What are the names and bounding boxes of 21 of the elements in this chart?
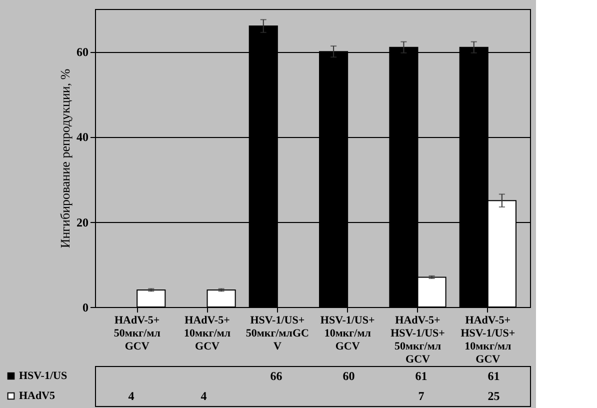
- data-label: 25: [488, 389, 500, 403]
- data-label: 4: [200, 389, 207, 403]
- x-tick-label: HSV-1/US+ 10мкг/мл GCV: [320, 314, 375, 352]
- legend-label: HAdV5: [19, 390, 56, 402]
- y-tick-label: 20: [76, 215, 88, 230]
- data-label: 4: [128, 389, 134, 403]
- x-tick-label: HAdV-5+ HSV-1/US+ 50мкг/мл GCV: [390, 314, 445, 366]
- data-label: 61: [488, 369, 500, 383]
- y-tick-label: 40: [76, 130, 88, 144]
- y-tick-label: 0: [82, 300, 88, 314]
- data-label: 7: [418, 389, 424, 403]
- data-label: 61: [415, 369, 428, 383]
- data-label: 60: [342, 369, 355, 383]
- x-tick-label: HSV-1/US+ 50мкг/млGC V: [246, 314, 309, 352]
- x-tick-label: HAdV-5+ 10мкг/мл GCV: [184, 314, 231, 352]
- x-tick-label: HAdV-5+ HSV-1/US+ 10мкг/мл GCV: [460, 314, 516, 366]
- y-axis-title: Ингибирование репродукции, %: [58, 68, 72, 248]
- legend-label: HSV-1/US: [19, 370, 68, 382]
- x-tick-label: HAdV-5+ 50мкг/мл GCV: [114, 314, 160, 352]
- data-label: 66: [270, 369, 282, 383]
- y-tick-label: 60: [76, 45, 88, 60]
